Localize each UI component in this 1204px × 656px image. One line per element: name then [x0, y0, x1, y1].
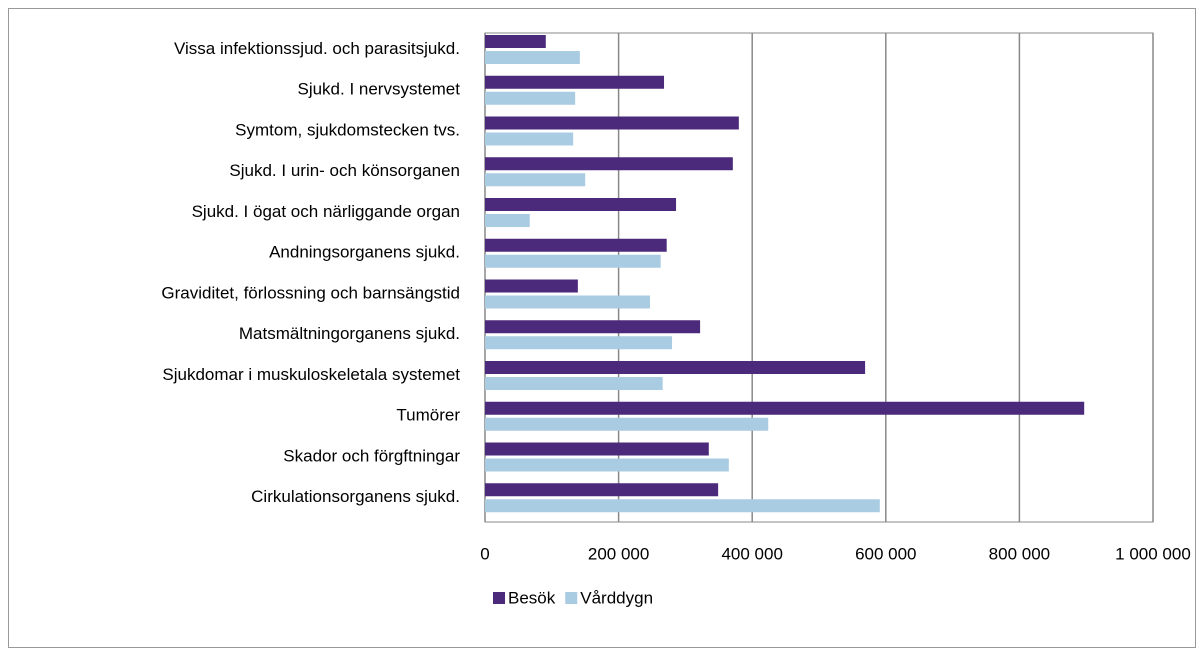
y-tick-label: Sjukd. I nervsystemet: [297, 80, 460, 99]
bar: [485, 336, 673, 350]
y-tick-label: Sjukd. I urin- och könsorganen: [229, 161, 460, 180]
y-tick-label: Graviditet, förlossning och barnsängstid: [161, 283, 460, 302]
y-tick-label: Matsmältningorganens sjukd.: [239, 324, 460, 343]
y-tick-label: Skador och förgftningar: [283, 446, 460, 465]
bar: [485, 483, 719, 497]
y-tick-label: Cirkulationsorganens sjukd.: [251, 487, 460, 506]
y-tick-label: Andningsorganens sjukd.: [269, 243, 460, 262]
bar: [485, 132, 574, 146]
legend-swatch: [565, 592, 578, 604]
legend-swatch: [493, 592, 505, 604]
bar: [485, 279, 578, 293]
y-tick-label: Tumörer: [396, 406, 460, 425]
bar: [485, 75, 665, 89]
bar: [485, 377, 663, 390]
legend-label: Vårddygn: [580, 588, 653, 607]
y-tick-label: Symtom, sjukdomstecken tvs.: [235, 120, 460, 139]
x-tick-label: 200 000: [588, 544, 649, 563]
bar: [485, 173, 586, 187]
bar: [485, 458, 729, 472]
bar: [485, 238, 667, 252]
bar: [485, 417, 769, 431]
bar: [485, 157, 733, 171]
bar: [485, 116, 739, 130]
y-tick-label: Vissa infektionssjud. och parasitsjukd.: [174, 39, 460, 58]
bar: [485, 320, 701, 334]
bar: [485, 401, 1085, 415]
bar: [485, 198, 677, 211]
bar: [485, 91, 576, 105]
y-tick-label: Sjukd. I ögat och närliggande organ: [192, 202, 460, 221]
legend-label: Besök: [508, 588, 556, 607]
bar: [485, 361, 866, 374]
bar: [485, 214, 530, 227]
bar: [485, 295, 650, 309]
x-tick-label: 0: [480, 544, 489, 563]
y-tick-label: Sjukdomar i muskuloskeletala systemet: [162, 365, 460, 384]
x-tick-label: 400 000: [721, 544, 782, 563]
bar: [485, 254, 661, 268]
bar: [485, 51, 580, 64]
x-tick-label: 800 000: [989, 544, 1050, 563]
bar: [485, 35, 546, 48]
bar: [485, 499, 880, 513]
x-tick-label: 1 000 000: [1115, 544, 1191, 563]
bar: [485, 442, 709, 456]
x-tick-label: 600 000: [855, 544, 916, 563]
